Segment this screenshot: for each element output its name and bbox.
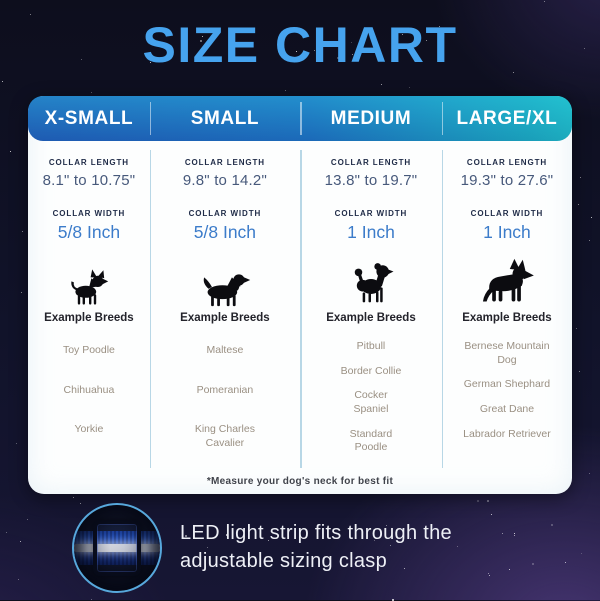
collar-width-value: 5/8 Inch: [193, 222, 257, 242]
breeds-list: Toy Poodle Chihuahua Yorkie: [63, 344, 115, 437]
column-divider: [149, 150, 152, 468]
collar-length-label: COLLAR LENGTH: [330, 158, 412, 167]
breed-item: Standard Poodle: [349, 427, 393, 454]
header-divider: [149, 102, 152, 135]
size-chart-header: X-SMALL SMALL MEDIUM LARGE/XL: [28, 96, 572, 141]
size-header-large-xl: LARGE/XL: [456, 107, 558, 129]
collar-length-label: COLLAR LENGTH: [48, 158, 129, 167]
breed-item: Pitbull: [356, 340, 386, 352]
example-breeds-label: Example Breeds: [44, 312, 134, 324]
size-chart-body: COLLAR LENGTH 8.1" to 10.75" COLLAR WIDT…: [28, 141, 572, 470]
collar-width-label: COLLAR WIDTH: [52, 209, 126, 218]
breed-item: Great Dane: [479, 402, 535, 415]
size-column-small: COLLAR LENGTH 9.8" to 14.2" COLLAR WIDTH…: [150, 141, 300, 470]
breed-item: Cocker Spaniel: [353, 389, 389, 415]
breed-item: King Charles Cavalier: [194, 423, 255, 449]
led-light-strip-graphic: [74, 544, 160, 552]
measure-footnote: *Measure your dog's neck for best fit: [206, 476, 394, 487]
column-divider: [300, 150, 302, 468]
photo-vignette: [74, 505, 160, 591]
collar-length-value: 9.8" to 14.2": [182, 172, 267, 189]
led-collar-clasp-photo: [72, 503, 162, 593]
collar-width-value: 5/8 Inch: [57, 222, 121, 242]
cavalier-spaniel-icon: [197, 249, 253, 307]
breed-item: Pomeranian: [196, 383, 254, 396]
german-shepherd-icon: [476, 249, 538, 307]
column-divider: [441, 150, 444, 468]
page-title: SIZE CHART: [142, 17, 458, 73]
collar-length-value: 8.1" to 10.75": [42, 172, 136, 189]
size-column-large-xl: COLLAR LENGTH 19.3" to 27.6" COLLAR WIDT…: [442, 141, 572, 470]
breed-item: German Shephard: [463, 378, 551, 391]
led-callout-text: LED light strip fits through the adjusta…: [180, 522, 452, 572]
collar-length-value: 19.3" to 27.6": [460, 172, 554, 189]
size-header-x-small: X-SMALL: [44, 107, 134, 129]
collar-width-value: 1 Inch: [347, 222, 395, 242]
breed-item: Chihuahua: [63, 383, 115, 396]
collar-length-label: COLLAR LENGTH: [466, 158, 548, 167]
breeds-list: Pitbull Border Collie Cocker Spaniel Sta…: [340, 340, 402, 455]
size-column-medium: COLLAR LENGTH 13.8" to 19.7" COLLAR WIDT…: [300, 141, 442, 470]
collar-width-label: COLLAR WIDTH: [188, 209, 262, 218]
sizing-clasp-graphic: [93, 520, 141, 576]
size-header-small: SMALL: [190, 107, 260, 129]
collar-width-label: COLLAR WIDTH: [470, 209, 544, 218]
example-breeds-label: Example Breeds: [180, 312, 270, 324]
collar-length-value: 13.8" to 19.7": [324, 172, 418, 189]
breed-item: Toy Poodle: [62, 344, 115, 356]
example-breeds-label: Example Breeds: [462, 312, 552, 324]
led-callout: LED light strip fits through the adjusta…: [0, 503, 600, 593]
size-header-medium: MEDIUM: [330, 107, 412, 129]
size-chart-card: X-SMALL SMALL MEDIUM LARGE/XL COLLAR LEN…: [28, 96, 572, 494]
size-column-x-small: COLLAR LENGTH 8.1" to 10.75" COLLAR WIDT…: [28, 141, 150, 470]
breed-item: Bernese Mountain Dog: [464, 340, 550, 366]
poodle-icon: [346, 249, 396, 307]
collar-width-label: COLLAR WIDTH: [334, 209, 408, 218]
breed-item: Labrador Retriever: [463, 427, 551, 440]
example-breeds-label: Example Breeds: [326, 312, 416, 324]
breed-item: Maltese: [206, 344, 244, 356]
collar-length-label: COLLAR LENGTH: [184, 158, 265, 167]
breed-item: Border Collie: [340, 364, 402, 377]
collar-width-value: 1 Inch: [483, 222, 531, 242]
breed-item: Yorkie: [74, 423, 104, 436]
header-divider: [441, 102, 444, 135]
chihuahua-icon: [64, 249, 114, 307]
breeds-list: Bernese Mountain Dog German Shephard Gre…: [459, 340, 555, 441]
breeds-list: Maltese Pomeranian King Charles Cavalier: [180, 344, 270, 451]
header-divider: [300, 102, 302, 135]
